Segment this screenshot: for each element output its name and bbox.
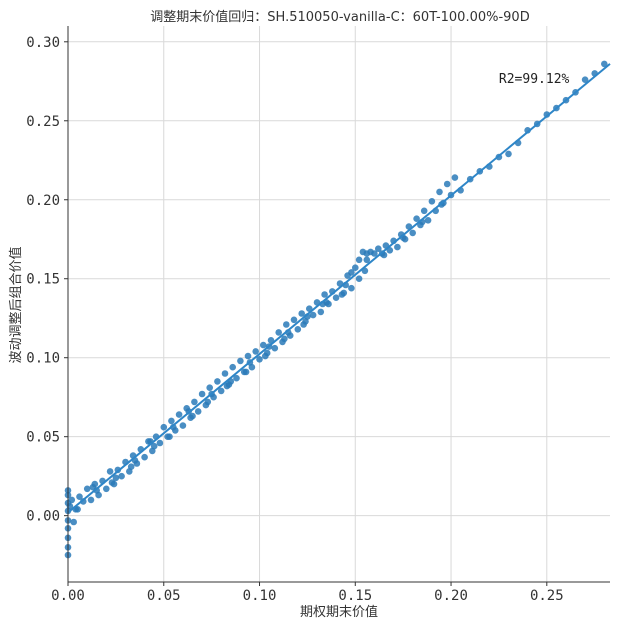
data-point xyxy=(194,408,202,415)
data-point xyxy=(166,433,173,441)
grid xyxy=(67,26,610,582)
data-point xyxy=(221,370,229,377)
data-point xyxy=(298,310,306,317)
data-point xyxy=(244,352,252,360)
data-point xyxy=(317,308,325,316)
data-point xyxy=(581,76,589,83)
data-point xyxy=(74,506,81,513)
data-point xyxy=(413,215,420,222)
y-tick-label: 0.00 xyxy=(26,509,60,525)
data-point xyxy=(233,374,240,382)
data-point xyxy=(214,378,221,385)
x-tick-label: 0.10 xyxy=(243,588,277,604)
data-point xyxy=(76,493,83,501)
data-point xyxy=(260,341,267,349)
data-point xyxy=(394,243,401,251)
y-tick-label: 0.30 xyxy=(26,35,60,51)
data-point xyxy=(156,439,164,447)
data-point xyxy=(229,363,236,371)
data-point xyxy=(348,284,355,292)
r2-annotation: R2=99.12% xyxy=(499,72,570,87)
data-point xyxy=(118,472,125,480)
data-point xyxy=(428,198,436,205)
data-point xyxy=(321,291,328,298)
x-tick-label: 0.20 xyxy=(434,588,468,604)
data-point xyxy=(191,398,198,406)
data-point xyxy=(505,150,512,158)
data-point xyxy=(256,356,263,363)
data-point xyxy=(217,387,225,395)
data-point xyxy=(237,357,244,365)
data-point xyxy=(262,352,269,360)
data-point xyxy=(409,229,417,237)
data-point xyxy=(363,256,371,264)
data-point xyxy=(371,250,378,257)
data-point xyxy=(443,180,451,188)
data-point xyxy=(332,294,340,302)
data-point xyxy=(179,422,187,429)
y-tick-label: 0.10 xyxy=(26,351,60,367)
data-point xyxy=(424,217,432,224)
data-point xyxy=(87,496,95,504)
data-point xyxy=(300,321,307,328)
regression-line xyxy=(67,63,611,514)
y-tick-label: 0.05 xyxy=(26,430,60,446)
y-axis-ticks: 0.00 0.05 0.10 0.15 0.20 0.25 0.30 xyxy=(26,35,68,525)
x-tick-label: 0.25 xyxy=(530,588,564,604)
data-point xyxy=(112,474,120,482)
data-point xyxy=(601,60,608,68)
data-point xyxy=(242,368,250,376)
data-point xyxy=(68,496,76,504)
x-tick-label: 0.00 xyxy=(51,588,85,604)
data-point xyxy=(160,423,168,431)
data-point xyxy=(355,256,363,264)
data-point xyxy=(106,468,114,475)
data-point xyxy=(309,311,317,319)
y-tick-label: 0.20 xyxy=(26,193,60,209)
x-tick-label: 0.05 xyxy=(147,588,181,604)
axes-spines xyxy=(67,26,610,583)
data-point xyxy=(281,335,288,343)
y-tick-label: 0.15 xyxy=(26,272,60,288)
data-point xyxy=(338,291,346,298)
y-axis-label: 波动调整后组合价值 xyxy=(8,246,24,363)
data-point xyxy=(275,329,283,336)
data-point xyxy=(348,269,355,276)
x-tick-label: 0.15 xyxy=(338,588,372,604)
data-point xyxy=(436,188,443,196)
data-point xyxy=(83,485,91,493)
y-tick-label: 0.25 xyxy=(26,114,60,130)
data-point xyxy=(141,453,148,461)
data-point xyxy=(198,390,206,398)
data-point xyxy=(204,398,212,406)
x-axis-label: 期权期末价值 xyxy=(300,604,378,620)
data-point xyxy=(127,463,135,471)
x-axis-ticks: 0.00 0.05 0.10 0.15 0.20 0.25 xyxy=(51,582,564,604)
data-point xyxy=(451,174,459,181)
data-points xyxy=(64,60,608,559)
data-point xyxy=(290,316,298,324)
data-point xyxy=(420,207,428,215)
data-point xyxy=(283,321,290,328)
data-point xyxy=(252,348,259,355)
data-point xyxy=(150,442,158,450)
data-point xyxy=(294,326,302,333)
data-point xyxy=(89,483,97,491)
data-point xyxy=(189,412,196,420)
data-point xyxy=(355,275,363,283)
data-point xyxy=(206,384,213,392)
data-point xyxy=(271,344,279,352)
data-point xyxy=(352,264,359,272)
data-point xyxy=(375,245,382,252)
data-point xyxy=(108,479,116,486)
data-point xyxy=(70,518,77,526)
data-point xyxy=(175,411,183,418)
data-point xyxy=(223,382,231,390)
data-point xyxy=(168,417,175,425)
data-point xyxy=(543,111,551,118)
data-point xyxy=(103,485,110,493)
chart-title: 调整期末价值回归：SH.510050-vanilla-C：60T-100.00%… xyxy=(150,9,529,25)
